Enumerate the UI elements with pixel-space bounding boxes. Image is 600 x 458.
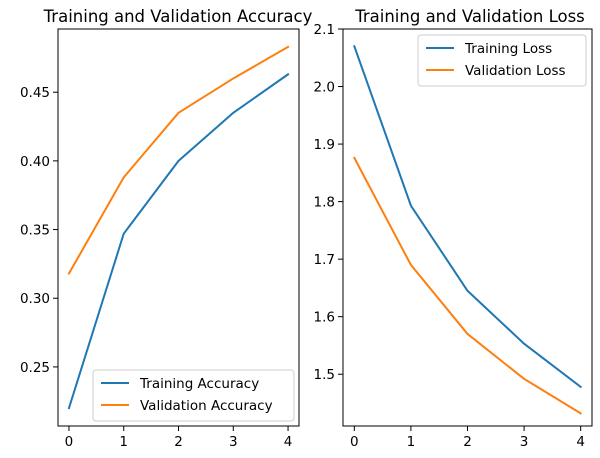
loss-x-tick-label: 0: [350, 434, 359, 450]
acc-y-tick-label: 0.25: [20, 360, 50, 376]
loss-legend: Training Loss Validation Loss: [417, 34, 587, 87]
loss-y-tick-label: 1.8: [314, 195, 335, 211]
loss-y-tick-label: 1.5: [314, 367, 335, 383]
loss-y-tick-label: 1.9: [314, 137, 335, 153]
acc-x-tick-label: 0: [65, 434, 74, 450]
acc-y-tick-label: 0.40: [20, 154, 50, 170]
loss-chart: Training and Validation Loss 0 1 2 3 4 1.5 1.6 1…: [314, 7, 593, 450]
loss-legend-label: Validation Loss: [465, 63, 566, 79]
acc-x-tick-label: 3: [229, 434, 238, 450]
loss-x-tick-label: 2: [463, 434, 472, 450]
acc-legend-box: [92, 369, 295, 422]
loss-y-tick-label: 1.6: [314, 310, 335, 326]
acc-x-tick-label: 1: [119, 434, 128, 450]
loss-legend-label: Training Loss: [464, 41, 552, 57]
loss-x-tick-label: 3: [520, 434, 529, 450]
loss-y-tick-label: 2.0: [314, 80, 335, 96]
acc-x-tick-label: 4: [284, 434, 293, 450]
accuracy-chart: Training and Validation Accuracy 0 1 2 3 4 0.2…: [20, 7, 313, 450]
acc-legend-label: Training Accuracy: [139, 376, 259, 392]
loss-x-tick-label: 4: [576, 434, 585, 450]
acc-y-tick-label: 0.45: [20, 85, 50, 101]
loss-y-tick-label: 2.1: [314, 22, 335, 38]
loss-x-tick-label: 1: [407, 434, 416, 450]
acc-y-tick-label: 0.30: [20, 291, 50, 307]
acc-x-tick-label: 2: [174, 434, 183, 450]
loss-y-tick-label: 1.7: [314, 252, 335, 268]
loss-legend-box: [417, 34, 587, 87]
acc-legend-label: Validation Accuracy: [140, 398, 273, 414]
acc-y-tick-label: 0.35: [20, 223, 50, 239]
acc-legend: Training Accuracy Validation Accuracy: [92, 369, 295, 422]
acc-chart-title: Training and Validation Accuracy: [43, 7, 313, 26]
loss-chart-title: Training and Validation Loss: [354, 7, 585, 26]
